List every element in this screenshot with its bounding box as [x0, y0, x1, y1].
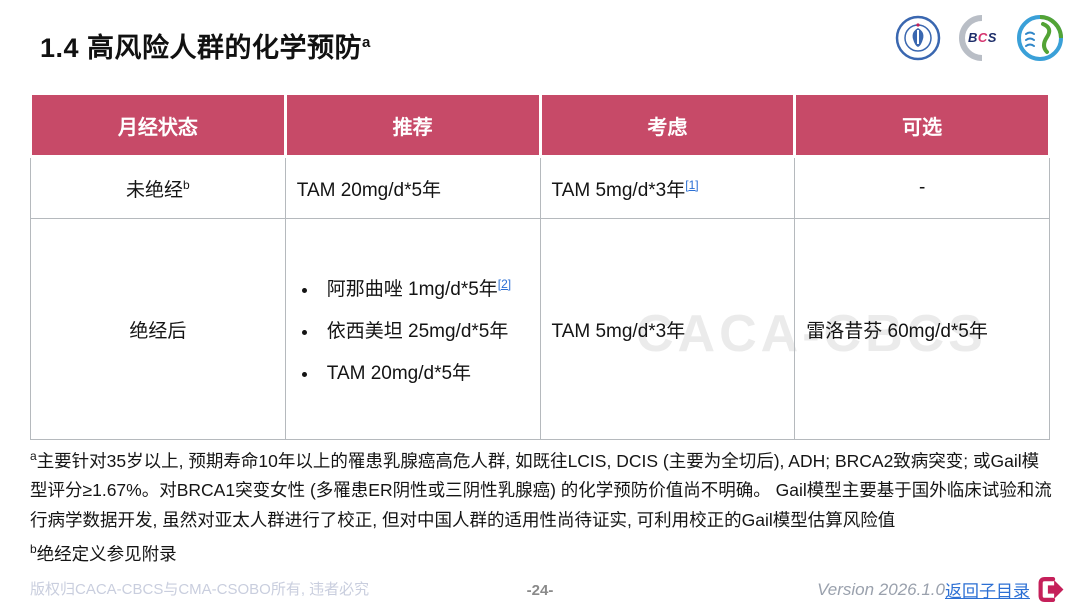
- footnote-a-marker: a: [30, 449, 37, 463]
- page-title-superscript: a: [362, 34, 371, 51]
- footer-right-group: Version 2026.1.0 返回子目录: [817, 576, 1066, 603]
- copyright-text: 版权归CACA-CBCS与CMA-CSOBO所有, 违者必究: [30, 581, 370, 598]
- cell-consider-postmeno: TAM 5mg/d*3年: [539, 218, 796, 440]
- cell-status-postmeno: 绝经后: [30, 218, 286, 440]
- table-header-row: 月经状态 推荐 考虑 可选: [29, 92, 1051, 158]
- list-item-anastrozole: 阿那曲唑 1mg/d*5年[2]: [319, 274, 539, 301]
- cell-recommend-premeno: TAM 20mg/d*5年: [284, 156, 541, 219]
- recommend-drug-list: 阿那曲唑 1mg/d*5年[2] 依西美坦 25mg/d*5年 TAM 20mg…: [297, 274, 539, 385]
- footnote-a-text: 主要针对35岁以上, 预期寿命10年以上的罹患乳腺癌高危人群, 如既往LCIS,…: [30, 450, 1052, 530]
- footnote-b: b绝经定义参见附录: [30, 535, 1052, 569]
- exit-arrow-icon[interactable]: [1036, 576, 1066, 603]
- status-superscript: b: [183, 177, 190, 192]
- return-to-toc-link[interactable]: 返回子目录: [945, 582, 1030, 601]
- footnotes: a主要针对35岁以上, 预期寿命10年以上的罹患乳腺癌高危人群, 如既往LCIS…: [30, 442, 1052, 570]
- header-optional: 可选: [793, 92, 1051, 158]
- table-row-postmenopausal: 绝经后 阿那曲唑 1mg/d*5年[2] 依西美坦 25mg/d*5年 TAM …: [30, 218, 1050, 440]
- footnote-b-marker: b: [30, 542, 37, 557]
- cell-recommend-postmeno: 阿那曲唑 1mg/d*5年[2] 依西美坦 25mg/d*5年 TAM 20mg…: [284, 218, 541, 440]
- cell-consider-premeno: TAM 5mg/d*3年[1]: [539, 156, 796, 219]
- logo-group: BCS: [894, 14, 1064, 62]
- version-text: Version 2026.1.0: [817, 579, 945, 599]
- header-menstrual-status: 月经状态: [29, 92, 287, 158]
- chemoprevention-table: 月经状态 推荐 考虑 可选 未绝经b TAM 20mg/d*5年 TAM 5mg…: [29, 92, 1051, 440]
- csobo-logo-icon: [1016, 14, 1064, 62]
- list-item-tam: TAM 20mg/d*5年: [319, 358, 539, 385]
- footnote-a: a主要针对35岁以上, 预期寿命10年以上的罹患乳腺癌高危人群, 如既往LCIS…: [30, 442, 1052, 535]
- bcs-logo-text: BCS: [968, 30, 997, 45]
- status-text: 未绝经: [126, 179, 184, 201]
- header-recommended: 推荐: [283, 92, 542, 158]
- footnote-b-text: 绝经定义参见附录: [36, 544, 177, 565]
- list-item-exemestane: 依西美坦 25mg/d*5年: [319, 316, 539, 343]
- cell-optional-postmeno: 雷洛昔芬 60mg/d*5年: [794, 218, 1050, 440]
- table-row-premenopausal: 未绝经b TAM 20mg/d*5年 TAM 5mg/d*3年[1] -: [30, 156, 1050, 219]
- caca-logo-icon: [894, 14, 942, 62]
- cell-status-premeno: 未绝经b: [30, 156, 286, 219]
- reference-link-1[interactable]: [1]: [685, 177, 699, 192]
- consider-text: TAM 5mg/d*3年: [551, 179, 686, 201]
- header-consider: 考虑: [538, 92, 797, 158]
- page-title: 1.4 高风险人群的化学预防a: [40, 26, 371, 65]
- recommend-text: TAM 20mg/d*5年: [296, 179, 442, 201]
- bcs-logo-icon: BCS: [952, 14, 1006, 62]
- page-title-text: 1.4 高风险人群的化学预防: [40, 33, 363, 63]
- cell-optional-premeno: -: [794, 156, 1050, 219]
- reference-link-2[interactable]: [2]: [497, 276, 512, 291]
- page-number: -24-: [526, 582, 554, 599]
